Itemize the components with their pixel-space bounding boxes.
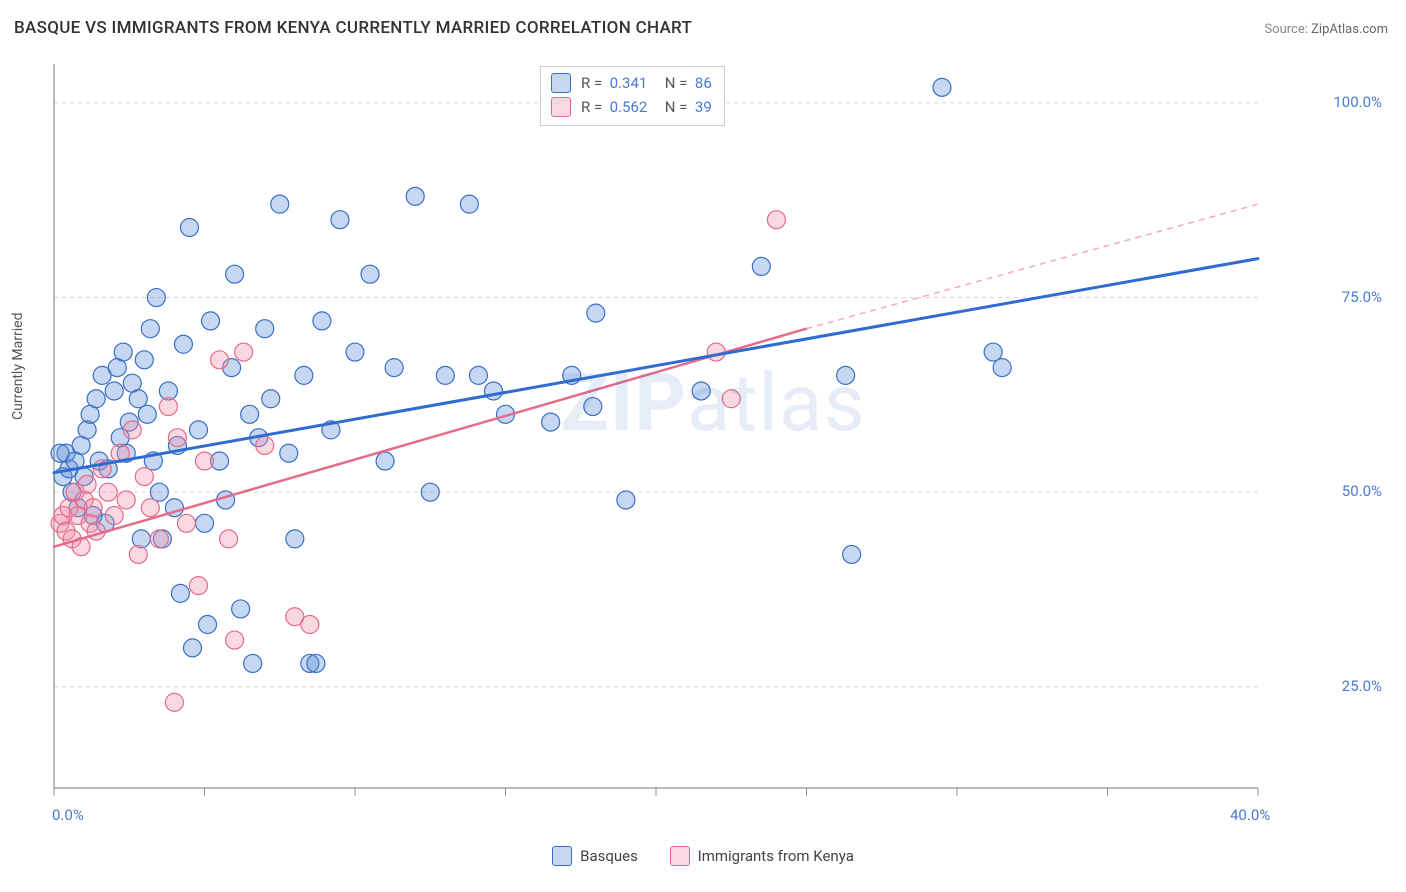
swatch-kenya (670, 846, 690, 866)
legend-row-kenya: R = 0.562 N = 39 (551, 95, 712, 119)
source-value: ZipAtlas.com (1311, 22, 1388, 37)
chart-plot-area: ZIPatlas (48, 58, 1378, 808)
y-axis-label: Currently Married (10, 313, 26, 420)
source-attribution: Source: ZipAtlas.com (1264, 22, 1388, 37)
chart-svg (48, 58, 1378, 808)
swatch-basques (551, 73, 571, 93)
y-tick-label: 50.0% (1342, 482, 1382, 500)
legend-label-kenya: Immigrants from Kenya (698, 847, 854, 865)
legend-item-kenya: Immigrants from Kenya (670, 846, 854, 866)
x-tick-label: 0.0% (52, 806, 84, 824)
legend-item-basques: Basques (552, 846, 638, 866)
source-label: Source: (1264, 22, 1307, 37)
x-tick-label: 40.0% (1230, 806, 1270, 824)
y-tick-label: 100.0% (1333, 93, 1382, 111)
chart-title: BASQUE VS IMMIGRANTS FROM KENYA CURRENTL… (14, 18, 692, 38)
swatch-basques (552, 846, 572, 866)
y-tick-label: 75.0% (1342, 288, 1382, 306)
legend-row-basques: R = 0.341 N = 86 (551, 71, 712, 95)
correlation-legend: R = 0.341 N = 86 R = 0.562 N = 39 (540, 66, 725, 126)
legend-label-basques: Basques (580, 847, 638, 865)
series-legend: Basques Immigrants from Kenya (0, 846, 1406, 870)
swatch-kenya (551, 97, 571, 117)
y-tick-label: 25.0% (1342, 677, 1382, 695)
